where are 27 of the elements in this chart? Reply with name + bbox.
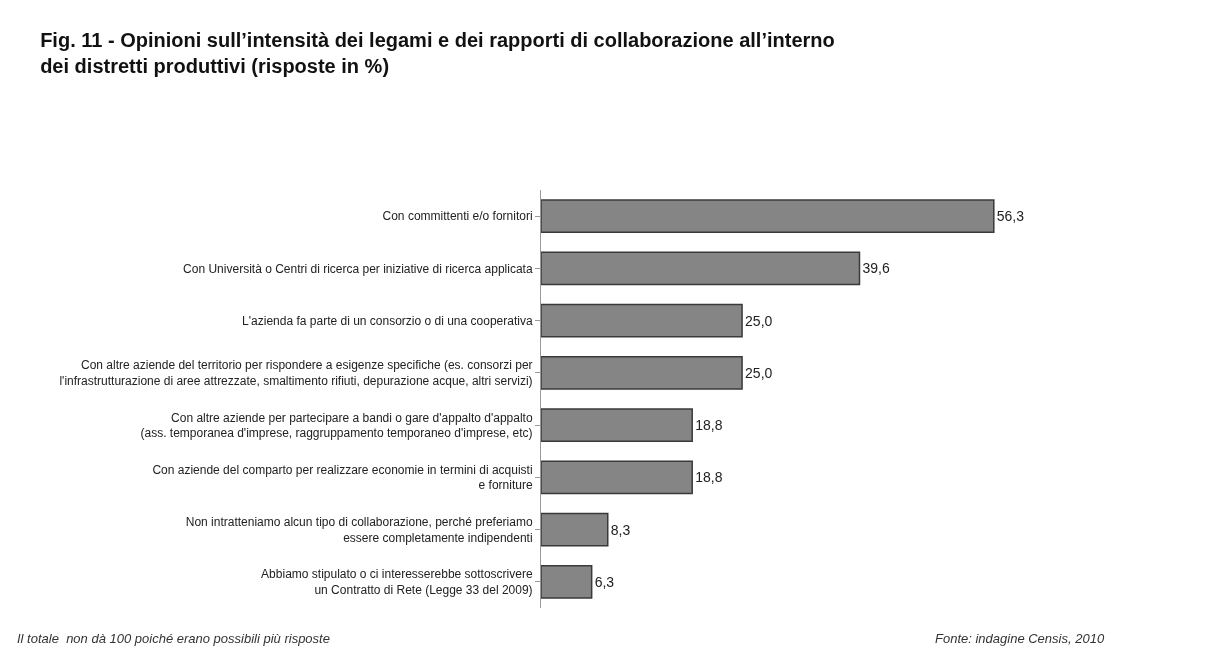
text: Il totale non dà 100 poiché erano possibili più risposte: [17, 631, 330, 646]
bar: [541, 512, 609, 547]
bar: [541, 355, 743, 390]
y-tick-label: Con altre aziende del territorio per rispondere a esigenze specifiche (es. consorzi per l'infrastrutturazione di aree attrezzate, smaltimento rifiuti, depurazione acque, altri servizi): [59, 358, 533, 388]
source-note: Fonte: indagine Censis, 2010: [935, 631, 1105, 646]
y-tick-label: Con altre aziende per partecipare a bandi o gare d'appalto d'appalto (ass. temporanea d'imprese, raggruppamento temporaneo d'imprese, etc): [140, 410, 533, 441]
data-label: 18,8: [695, 469, 723, 486]
data-label: 39,6: [862, 260, 890, 277]
bar: [541, 199, 995, 234]
bar: [541, 408, 693, 443]
y-tick-label: Con committenti e/o fornitori: [382, 209, 533, 224]
y-tick-label: Con aziende del comparto per realizzare economie in termini di acquisti e forniture: [152, 462, 533, 493]
y-tick-label: Con Università o Centri di ricerca per iniziative di ricerca applicata: [183, 261, 533, 276]
bar: [541, 303, 743, 338]
bar: [541, 460, 693, 495]
data-label: 56,3: [996, 208, 1025, 225]
data-label: 6,3: [594, 573, 615, 590]
bar: [541, 251, 861, 286]
chart-title: Fig. 11 - Opinioni sull’intensità dei legami e dei rapporti di collaborazione all’interno dei distretti produttivi (risposte in %): [40, 28, 835, 77]
y-tick-label: Non intratteniamo alcun tipo di collaborazione, perché preferiamo essere completamente indipendenti: [185, 515, 533, 545]
data-label: 25,0: [745, 364, 773, 381]
y-tick-label: L'azienda fa parte di un consorzio o di una cooperativa: [242, 313, 533, 328]
bar: [541, 564, 593, 599]
y-tick-label: Abbiamo stipulato o ci interesserebbe sottoscrivere un Contratto di Rete (Legge 33 del 2009): [261, 567, 533, 597]
data-label: 8,3: [610, 521, 631, 538]
data-label: 18,8: [695, 417, 723, 434]
data-label: 25,0: [745, 312, 773, 329]
